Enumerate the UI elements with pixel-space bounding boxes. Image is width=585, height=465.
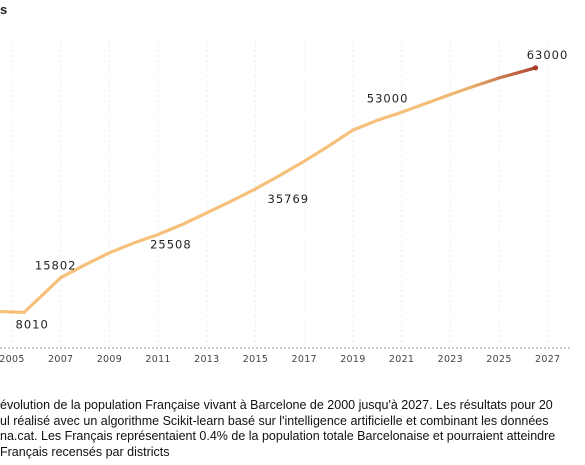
chart-title: s: [0, 2, 8, 17]
series-line-population: [0, 66, 538, 314]
data-label-2011: 25508: [150, 238, 192, 252]
caption-line-1: évolution de la population Française viv…: [0, 398, 553, 412]
caption-line-2: ul réalisé avec un algorithme Scikit-lea…: [0, 413, 549, 428]
x-tick-2005: 2005: [0, 354, 25, 365]
line-chart: 2005 2007 2009 2011 2013 2015 2017 2019 2021 2023…: [0, 40, 572, 365]
x-tick-2025: 2025: [486, 354, 511, 365]
data-label-2015: 35769: [268, 192, 310, 206]
data-label-2005.5: 8010: [16, 317, 49, 331]
series-end-marker: [532, 65, 539, 71]
data-label-2026.5: 63000: [527, 48, 569, 62]
x-tick-2027: 2027: [535, 354, 560, 365]
chart-caption: évolution de la population Française viv…: [0, 398, 585, 460]
data-label-2007: 15802: [35, 259, 77, 273]
x-tick-2013: 2013: [194, 354, 219, 365]
data-label-layer: 8010 15802 25508 35769 53000 63000: [16, 48, 569, 332]
caption-line-3: na.cat. Les Français représentaient 0.4%…: [0, 429, 556, 443]
grid-layer: [11, 40, 549, 348]
caption-line-4: Français recensés par districts: [0, 444, 170, 459]
x-tick-2007: 2007: [48, 354, 73, 365]
x-tick-2011: 2011: [145, 354, 170, 365]
x-tick-2019: 2019: [340, 354, 365, 365]
data-label-2021: 53000: [367, 91, 409, 105]
x-tick-2009: 2009: [97, 354, 122, 365]
x-tick-layer: 2005 2007 2009 2011 2013 2015 2017 2019 2021 2023…: [0, 354, 560, 365]
x-tick-2015: 2015: [243, 354, 268, 365]
x-tick-2023: 2023: [438, 354, 463, 365]
x-tick-2021: 2021: [389, 354, 414, 365]
x-tick-2017: 2017: [292, 354, 317, 365]
